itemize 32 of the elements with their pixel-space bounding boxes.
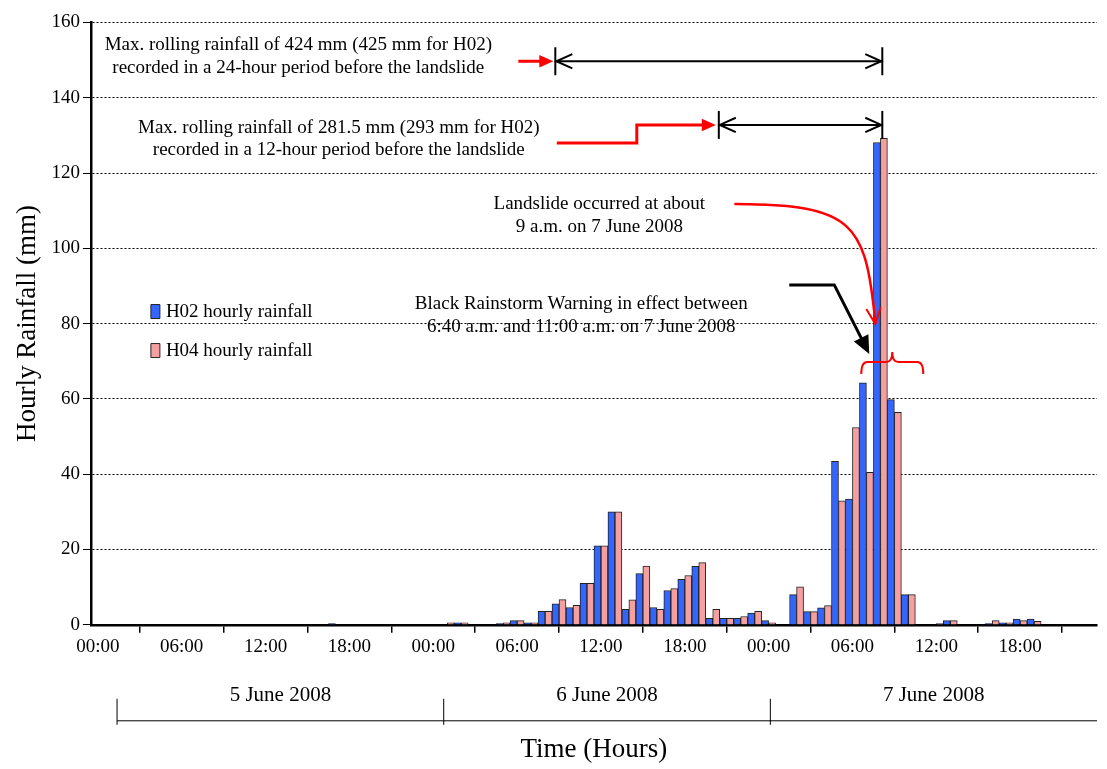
text: 7 June 2008 — [882, 682, 985, 707]
y-tick-label: 40 — [60, 462, 80, 484]
x-tick-label: 18:00 — [998, 635, 1042, 657]
y-tick-label: 20 — [60, 537, 80, 559]
text: 6 June 2008 — [556, 682, 658, 707]
y-axis-title: Hourly Rainfall (mm) — [11, 205, 42, 443]
y-tick-label: 120 — [51, 160, 80, 182]
annotation: Black Rainstorm Warning in effect between 6:40 a.m. and 11:00 a.m. on 7 June 2008 — [414, 291, 749, 336]
x-tick-label: 00:00 — [411, 635, 455, 657]
annotation: Landslide occurred at about 9 a.m. on 7 June 2008 — [493, 192, 706, 237]
y-tick-label: 60 — [60, 386, 80, 408]
y-tick-label: 80 — [60, 311, 80, 333]
x-tick-label: 06:00 — [160, 635, 204, 657]
x-tick-label: 12:00 — [243, 635, 288, 657]
y-tick-label: 160 — [51, 10, 80, 32]
x-tick-label: 12:00 — [579, 635, 623, 657]
y-tick-label: 100 — [51, 236, 80, 258]
x-tick-label: 00:00 — [746, 635, 791, 657]
y-tick-label: 140 — [51, 85, 80, 107]
annotation: Max. rolling rainfall of 424 mm (425 mm for H02) recorded in a 24-hour period before the landslide — [104, 33, 492, 78]
x-tick-label: 06:00 — [495, 635, 539, 657]
x-tick-label: 18:00 — [663, 635, 707, 657]
legend-label: H02 hourly rainfall — [165, 299, 313, 321]
y-tick-label: 0 — [70, 612, 80, 634]
text: 5 June 2008 — [229, 682, 332, 707]
x-tick-label: 00:00 — [76, 635, 120, 657]
x-tick-label: 06:00 — [830, 635, 875, 657]
x-tick-label: 18:00 — [327, 635, 372, 657]
x-tick-label: 12:00 — [914, 635, 958, 657]
annotation: Max. rolling rainfall of 281.5 mm (293 mm for H02) recorded in a 12-hour period before the landslide — [138, 115, 540, 159]
legend-label: H04 hourly rainfall — [165, 338, 313, 360]
x-axis-title: Time (Hours) — [520, 732, 668, 763]
